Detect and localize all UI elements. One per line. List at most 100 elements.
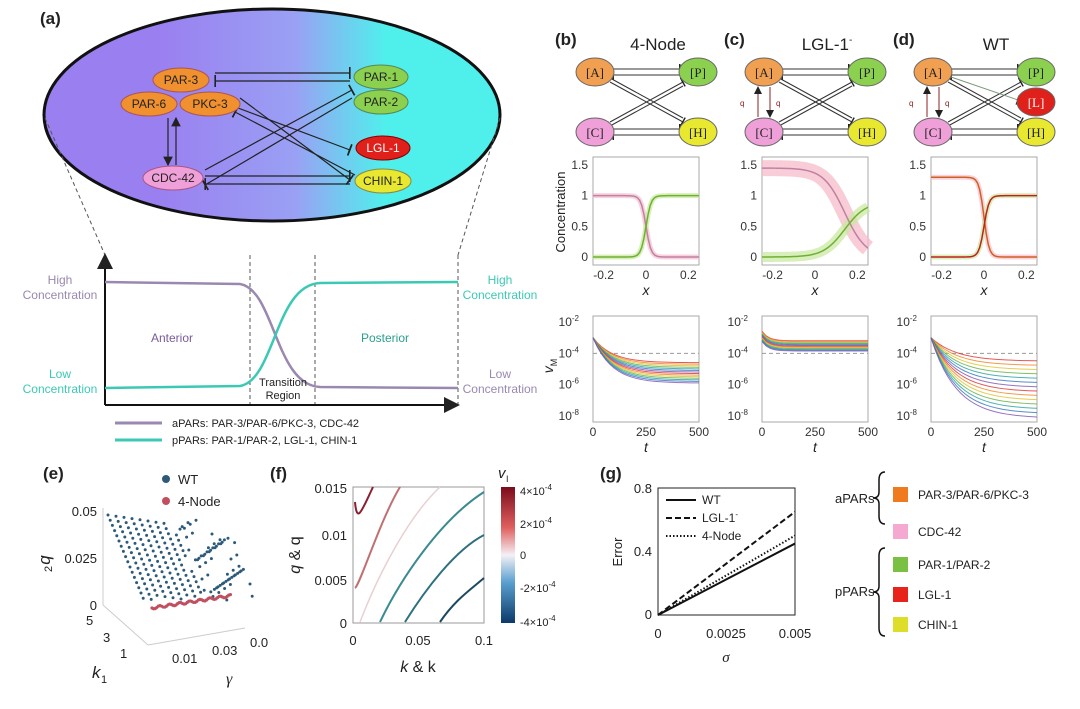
node-label-H: [H] <box>689 125 707 140</box>
ytick: 1.5 <box>740 158 757 172</box>
scatter-point-wt <box>150 563 154 567</box>
legend-a: aPARs: PAR-3/PAR-6/PKC-3, CDC-42 pPARs: … <box>115 418 359 447</box>
scatter-point-wt <box>148 558 152 562</box>
scatter-point-wt <box>193 558 197 562</box>
vm-trace <box>761 331 868 343</box>
scatter-point-wt <box>130 517 134 521</box>
scatter-point-wt <box>170 576 174 580</box>
xtick: -0.2 <box>762 268 783 282</box>
scatter-point-wt <box>222 538 226 542</box>
scatter-point-wt <box>161 555 165 559</box>
node-P <box>1016 57 1056 87</box>
title-sup: - <box>849 35 852 46</box>
scatter-point-wt <box>175 587 179 591</box>
ytick: 10-8 <box>728 408 749 423</box>
xtick: 250 <box>805 425 825 439</box>
scatter-point-wt <box>248 582 252 586</box>
vm-trace <box>761 338 868 350</box>
inhibition-edge <box>776 85 853 131</box>
scatter-point-wt <box>222 581 226 585</box>
scatter-point-wt <box>140 557 144 561</box>
scatter-point-wt <box>174 567 178 571</box>
svg-text:pPARs: PAR-1/PAR-2, LGL-1, CH: pPARs: PAR-1/PAR-2, LGL-1, CHIN-1 <box>172 435 357 447</box>
scatter-point-wt <box>241 567 245 571</box>
scatter-point-wt <box>142 528 146 532</box>
svg-text:Concentration: Concentration <box>463 288 538 302</box>
node-label-A: [A] <box>586 65 604 80</box>
vm-trace <box>761 337 868 348</box>
xtick: 0 <box>812 268 819 282</box>
scatter-point-wt <box>183 588 187 592</box>
scatter-point-wt <box>161 589 165 593</box>
xtick: 0 <box>981 268 988 282</box>
scatter-point-wt <box>153 535 157 539</box>
svg-text:Posterior: Posterior <box>361 331 409 345</box>
xtick: 0 <box>643 268 650 282</box>
scatter-point-wt <box>200 577 204 581</box>
key-label: PAR-1/PAR-2 <box>918 558 991 572</box>
scatter-point-wt <box>119 544 123 548</box>
ytick: 1 <box>750 189 757 203</box>
scatter-point-wt <box>108 518 112 522</box>
base: 10 <box>559 346 573 360</box>
series-line-2 <box>657 534 796 616</box>
ytick: 0 <box>919 250 926 264</box>
scatter-point-wt <box>172 581 176 585</box>
svg-text:k & k: k & k <box>400 659 437 676</box>
node-label-L: [L] <box>1028 95 1045 110</box>
scatter-point-wt <box>117 539 121 543</box>
exp: -6 <box>910 377 918 386</box>
scatter-point-wt <box>146 573 150 577</box>
axis-ticks-g: 0.8 0.4 0 0 0.0025 0.005 Error σ <box>610 481 811 666</box>
scatter-point-wt <box>237 564 241 568</box>
scatter-point-wt <box>183 554 187 558</box>
scatter-point-wt <box>154 520 158 524</box>
node-P <box>847 57 887 87</box>
scatter-point-wt <box>190 531 194 535</box>
scatter-point-wt <box>217 591 221 595</box>
scatter-point-wt <box>188 584 192 588</box>
svg-text:0.015: 0.015 <box>314 481 347 496</box>
node-label-C: [C] <box>755 125 772 140</box>
node-par1: PAR-1 <box>353 64 409 90</box>
node-par3: PAR-3 <box>152 67 210 93</box>
scatter-point-wt <box>126 526 130 530</box>
vm-trace <box>761 334 868 346</box>
vm-trace <box>761 332 868 343</box>
svg-text:aPARs: aPARs <box>835 491 875 506</box>
ytick: 0 <box>581 250 588 264</box>
scatter-point-wt <box>216 585 220 589</box>
scatter-point-wt <box>175 553 179 557</box>
scatter-point-wt <box>199 554 203 558</box>
scatter-point-wt <box>134 527 138 531</box>
svg-text:PAR-2: PAR-2 <box>364 95 399 109</box>
scatter-point-wt <box>131 536 135 540</box>
vm-trace <box>930 337 1038 370</box>
interaction-lines <box>163 67 356 191</box>
inhibition-edge <box>776 73 853 119</box>
scatter-point-wt <box>151 549 155 553</box>
exp: -6 <box>741 377 749 386</box>
ytick: 10-8 <box>897 408 918 423</box>
vm-trace <box>930 337 1038 388</box>
key-swatch <box>893 524 908 539</box>
scatter-point-wt <box>163 595 167 599</box>
svg-text:1: 1 <box>101 674 107 686</box>
scatter-point-wt <box>168 571 172 575</box>
scatter-point-wt <box>151 583 155 587</box>
scatter-point-wt <box>159 584 163 588</box>
rate-label-qA2: q <box>776 99 780 108</box>
scatter-point-wt <box>186 521 190 525</box>
vm-trace <box>930 337 1038 375</box>
vm-trace <box>930 337 1038 383</box>
scatter-point-wt <box>106 513 110 517</box>
scatter-point-wt <box>194 580 198 584</box>
exp: -8 <box>910 408 918 417</box>
scatter-point-wt <box>164 580 168 584</box>
base: 10 <box>897 378 911 392</box>
apar-curve <box>931 176 1037 258</box>
svg-text:q: q <box>35 555 54 565</box>
xtick: 250 <box>974 425 994 439</box>
